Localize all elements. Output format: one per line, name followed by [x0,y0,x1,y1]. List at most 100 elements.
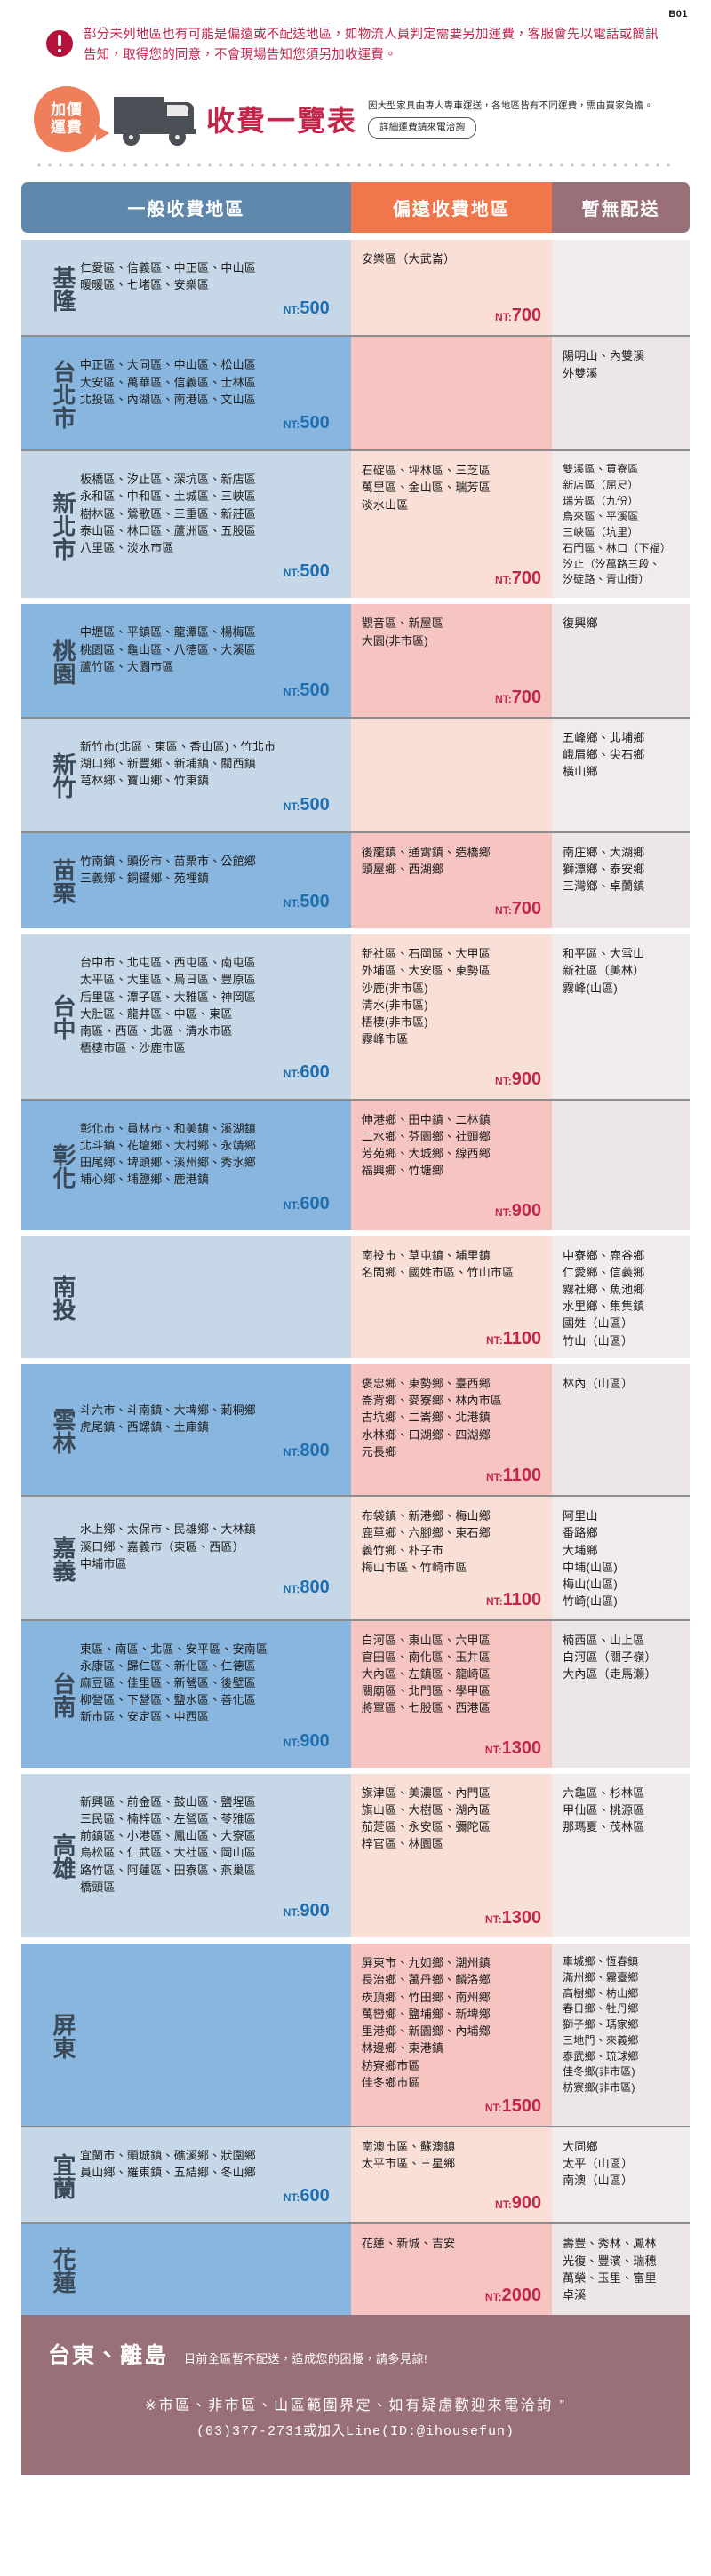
cell-general-area: 嘉義 水上鄉、太保市、民雄鄉、大林鎮 溪口鄉、嘉義市（東區、西區） 中埔市區 NT:… [21,1497,351,1619]
price-currency-prefix: NT: [495,1205,512,1219]
general-area-list: 宜蘭市、頭城鎮、礁溪鄉、狀圍鄉 員山鄉、羅東鎮、五結鄉、冬山鄉 [80,2148,257,2180]
table-row: 新北市 板橋區、汐止區、深坑區、新店區 永和區、中和區、土城區、三峽區 樹林區、鶯… [21,449,690,599]
cell-general-area: 新北市 板橋區、汐止區、深坑區、新店區 永和區、中和區、土城區、三峽區 樹林區、鶯… [21,451,351,599]
remote-area-list [362,729,541,823]
remote-area-list: 南投市、草屯鎮、埔里鎮 名間鄉、國姓市區、竹山市區 [361,1248,515,1279]
price-currency-prefix: NT: [495,574,512,587]
general-area-list [80,2009,330,2064]
no-delivery-content: 林內（山區） [563,1375,679,1486]
cell-no-delivery-area: 楠西區、山上區 白河區（關子嶺） 大內區（走馬瀨） [552,1620,690,1768]
table-row: 宜蘭 宜蘭市、頭城鎮、礁溪鄉、狀圍鄉 員山鄉、羅東鎮、五結鄉、冬山鄉 NT:600 南… [21,2125,690,2223]
cell-remote-area: 旗津區、美濃區、內門區 旗山區、大樹區、湖內區 茄萣區、永安區、彌陀區 梓官區、… [350,1773,553,1938]
price-value: 700 [511,306,542,326]
remote-area-content [362,347,541,441]
remote-area-list: 屏東市、九如鄉、潮州鎮 長治鄉、萬丹鄉、麟洛鄉 崁頂鄉、竹田鄉、南州鄉 萬巒鄉、… [361,1956,491,2089]
general-area-content [80,2235,340,2306]
price-value: 500 [300,413,330,433]
truck-base [114,128,196,134]
cell-remote-area: 伸港鄉、田中鎮、二林鎮 二水鄉、芬園鄉、社頭鄉 芳苑鄉、大城鄉、線西鄉 福興鄉、… [350,1100,553,1230]
general-area-content: 仁愛區、信義區、中正區、中山區 暖暖區、七堵區、安樂區 NT:500 [80,250,340,326]
province-label: 桃園 [50,638,76,685]
general-price: NT:800 [80,1441,330,1461]
cell-general-area: 苗栗 竹南鎮、頭份市、苗栗市、公館鄉 三義鄉、銅鑼鄉、苑裡鎮 NT:500 [21,832,351,929]
no-delivery-area-list [563,1111,679,1221]
price-value: 1300 [501,1737,542,1758]
price-value: 500 [300,298,330,319]
price-value: 500 [300,680,330,701]
province-label: 彰化 [50,1142,76,1189]
price-value: 1100 [502,1466,542,1486]
price-currency-prefix: NT: [486,1594,503,1608]
price-value: 600 [300,1193,330,1213]
remote-area-list [362,347,541,441]
price-currency-prefix: NT: [283,1067,300,1080]
page-title: 收費一覽表 [206,104,358,137]
table-row: 台南 東區、南區、北區、安平區、安南區 永康區、歸仁區、新化區、仁德區 麻豆區、佳… [21,1618,690,1768]
cell-general-area: 雲林 斗六市、斗南鎮、大埤鄉、莿桐鄉 虎尾鎮、西螺鎮、土庫鎮 NT:800 [21,1364,351,1496]
remote-area-content: 褒忠鄉、東勢鄉、臺西鄉 崙背鄉、麥寮鄉、林內市區 古坑鄉、二崙鄉、北港鎮 水林鄉… [362,1375,541,1486]
bubble-line-1: 加價 [51,100,83,118]
cell-general-area: 彰化 彰化市、員林市、和美鎮、溪湖鎮 北斗鎮、花壇鄉、大村鄉、永靖鄉 田尾鄉、埤頭… [21,1100,351,1230]
price-value: 700 [511,568,542,589]
general-price: NT:500 [80,680,330,701]
remote-price: NT:700 [362,568,541,589]
province-label: 台中 [50,994,76,1041]
remote-price: NT:700 [362,306,541,326]
price-value: 600 [300,2186,330,2206]
surcharge-bubble: 加價 運費 [34,85,109,152]
cell-no-delivery-area: 阿里山 番路鄉 大埔鄉 中埔(山區) 梅山(山區) 竹崎(山區) [552,1497,690,1619]
remote-area-content: 後龍鎮、通霄鎮、造橋鄉 頭屋鄉、西湖鄉 NT:700 [362,844,541,919]
general-area-content: 彰化市、員林市、和美鎮、溪湖鎮 北斗鎮、花壇鄉、大村鄉、永靖鄉 田尾鄉、埤頭鄉、… [80,1111,340,1221]
price-currency-prefix: NT: [283,567,300,580]
footer-note-line-2[interactable]: (03)377-2731或加入Line(ID:@ihousefun) [196,2424,515,2440]
cell-no-delivery-area: 雙溪區、貢寮區 新店區（屈尺） 瑞芳區（九份） 烏來區、平溪區 三峽區（坑里） … [552,451,690,599]
cell-general-area: 基隆 仁愛區、信義區、中正區、中山區 暖暖區、七堵區、安樂區 NT:500 [21,239,351,336]
general-area-list [80,2244,330,2299]
truck-body [114,96,164,129]
dotted-divider [34,162,677,168]
no-delivery-content: 雙溪區、貢寮區 新店區（屈尺） 瑞芳區（九份） 烏來區、平溪區 三峽區（坑里） … [563,462,679,589]
remote-area-list: 南澳市區、蘇澳鎮 太平市區、三星鄉 [361,2139,456,2171]
price-currency-prefix: NT: [486,1471,503,1484]
no-delivery-area-list: 和平區、大雪山 新社區（美林） 霧峰(山區) [563,947,645,995]
cell-general-area: 花蓮 [21,2224,351,2316]
table-row: 屏東 屏東市、九如鄉、潮州鎮 長治鄉、萬丹鄉、麟洛鄉 崁頂鄉、竹田鄉、南州鄉 萬巒… [21,1944,690,2126]
price-value: 700 [511,899,542,919]
price-value: 800 [300,1441,330,1461]
cell-general-area: 南投 [21,1236,351,1358]
table-row: 新竹 新竹市(北區、東區、香山區)、竹北市 湖口鄉、新豐鄉、新埔鎮、關西鎮 芎林鄉… [21,717,690,831]
province-label: 花蓮 [50,2247,76,2294]
cell-remote-area: 觀音區、新屋區 大園(非市區) NT:700 [350,604,553,718]
no-delivery-content [563,250,679,326]
general-area-content [80,2000,340,2071]
truck-window [167,104,188,116]
cell-remote-area: 褒忠鄉、東勢鄉、臺西鄉 崙背鄉、麥寮鄉、林內市區 古坑鄉、二崙鄉、北港鎮 水林鄉… [350,1364,553,1496]
no-delivery-area-list: 五峰鄉、北埔鄉 峨眉鄉、尖石鄉 橫山鄉 [563,731,645,779]
contact-us-pill[interactable]: 詳細運費請來電洽詢 [368,117,477,139]
truck-icon [114,90,199,148]
price-currency-prefix: NT: [486,1333,503,1347]
price-currency-prefix: NT: [484,1743,502,1756]
general-area-content: 中正區、大同區、中山區、松山區 大安區、萬華區、信義區、士林區 北投區、內湖區、… [80,347,340,441]
footer-subtitle: 目前全區暫不配送，造成您的困擾，請多見諒! [184,2352,428,2366]
remote-area-content: 觀音區、新屋區 大園(非市區) NT:700 [362,615,541,708]
row-gap [21,1767,690,1774]
general-area-list: 水上鄉、太保市、民雄鄉、大林鎮 溪口鄉、嘉義市（東區、西區） 中埔市區 [80,1523,257,1570]
no-delivery-content: 六龜區、杉林區 甲仙區、桃源區 那瑪夏、茂林區 [563,1785,679,1928]
price-currency-prefix: NT: [283,2191,300,2205]
no-delivery-content: 車城鄉、恆春鎮 滿州鄉、霧臺鄉 高樹鄉、枋山鄉 春日鄉、牡丹鄉 獅子鄉、瑪家鄉 … [563,1954,679,2117]
price-currency-prefix: NT: [495,2198,512,2212]
truck-wheel-rear [123,128,140,146]
page-code-tag: B01 [668,9,688,20]
row-gap [21,1357,690,1364]
price-currency-prefix: NT: [283,1583,300,1596]
remote-area-list: 安樂區（大武崙） [361,251,456,266]
remote-price: NT:700 [362,899,541,919]
table-row: 苗栗 竹南鎮、頭份市、苗栗市、公館鄉 三義鄉、銅鑼鄉、苑裡鎮 NT:500 後龍鎮、通… [21,831,690,929]
table-row: 嘉義 水上鄉、太保市、民雄鄉、大林鎮 溪口鄉、嘉義市（東區、西區） 中埔市區 NT:… [21,1495,690,1619]
cell-no-delivery-area: 陽明山、內雙溪 外雙溪 [552,337,690,450]
price-value: 900 [511,1069,542,1089]
remote-area-content: 安樂區（大武崙） NT:700 [362,250,541,326]
cell-no-delivery-area: 林內（山區） [552,1364,690,1496]
price-currency-prefix: NT: [484,2101,502,2114]
